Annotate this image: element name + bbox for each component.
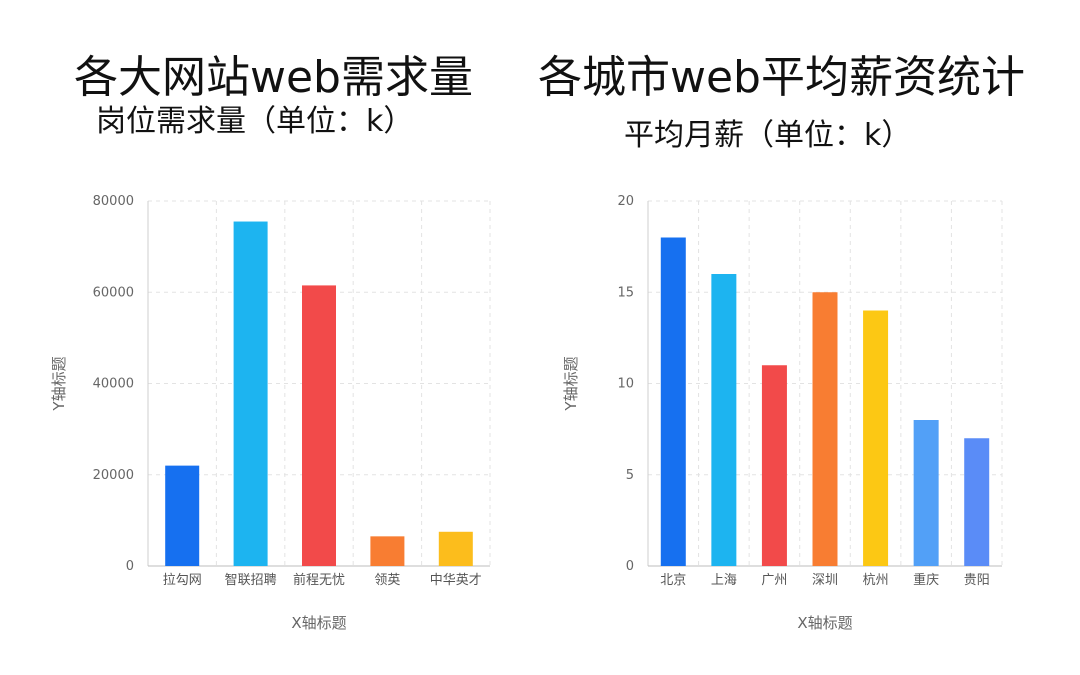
bar [863, 310, 889, 566]
x-tick-label: 中华英才 [430, 573, 482, 588]
chart-subtitle: 岗位需求量（单位：k） [96, 104, 414, 139]
salary-bar-chart: 0 5 10 15 20 北京 上海 广州 深圳 杭州 重庆 贵阳 Y轴标题 X轴标题 [562, 194, 1003, 632]
y-axis-title: Y轴标题 [562, 356, 580, 411]
y-tick-label: 0 [126, 559, 134, 574]
chart-subtitle: 平均月薪（单位：k） [624, 118, 912, 153]
y-tick-label: 10 [617, 377, 634, 392]
bar [438, 531, 473, 566]
x-tick-label: 前程无忧 [293, 572, 345, 588]
y-tick-label: 20 [617, 194, 634, 209]
x-tick-label: 拉勾网 [163, 573, 202, 588]
x-tick-label: 北京 [660, 573, 686, 588]
y-tick-label: 80000 [93, 194, 134, 209]
bar [812, 292, 838, 566]
bar [370, 536, 405, 566]
bar [660, 237, 686, 566]
y-axis-title: Y轴标题 [50, 356, 68, 411]
bar [165, 465, 200, 566]
chart-title: 各大网站web需求量 [74, 52, 473, 103]
bar [233, 221, 268, 566]
bar [964, 438, 990, 566]
chart-title: 各城市web平均薪资统计 [538, 52, 1025, 103]
y-tick-label: 20000 [93, 468, 134, 483]
x-tick-label: 领英 [374, 573, 400, 588]
x-tick-label: 上海 [711, 573, 737, 588]
y-tick-label: 5 [626, 468, 634, 483]
y-tick-label: 0 [626, 559, 634, 574]
x-tick-label: 智联招聘 [225, 573, 277, 588]
bar [761, 365, 787, 566]
right-chart-panel: 各城市web平均薪资统计 平均月薪（单位：k） 0 5 10 15 20 北京 上海 广州 深圳… [538, 0, 1080, 675]
y-tick-label: 15 [617, 285, 634, 300]
demand-bar-chart: 0 20000 40000 60000 80000 拉勾网 智联招聘 前程无忧 领英 中华英才 Y轴… [50, 194, 491, 632]
bar [302, 285, 336, 566]
x-tick-label: 贵阳 [964, 573, 990, 588]
x-tick-label: 杭州 [863, 573, 889, 588]
x-axis-title: X轴标题 [291, 614, 346, 632]
bar [913, 420, 939, 566]
x-axis-title: X轴标题 [797, 614, 852, 632]
x-tick-label: 重庆 [913, 572, 939, 588]
y-tick-label: 60000 [93, 285, 134, 300]
x-tick-label: 广州 [761, 573, 787, 588]
bar [711, 274, 737, 566]
left-chart-panel: 各大网站web需求量 岗位需求量（单位：k） 0 20000 40000 60000 8… [50, 52, 491, 632]
y-tick-label: 40000 [93, 377, 134, 392]
x-tick-label: 深圳 [812, 573, 838, 588]
